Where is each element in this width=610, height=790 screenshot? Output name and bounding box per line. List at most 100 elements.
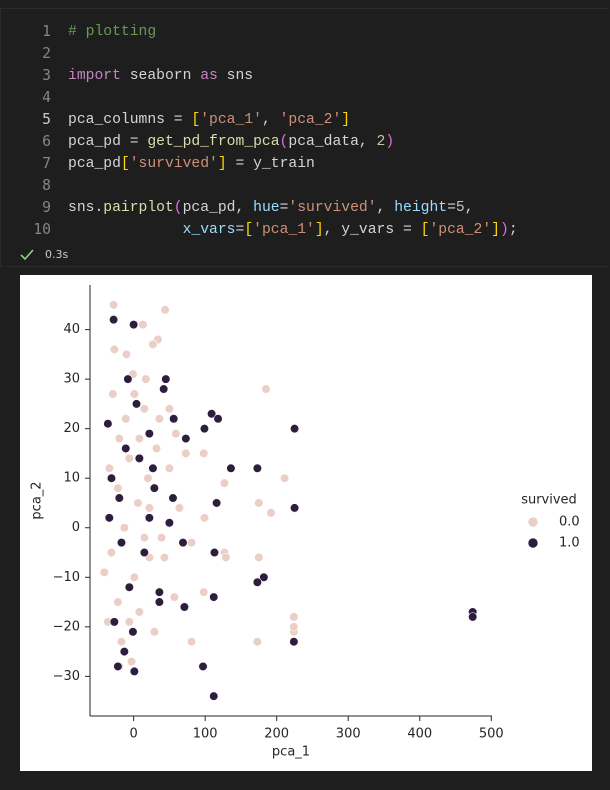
point (114, 493, 124, 503)
line-number: 5 (42, 111, 51, 128)
line-number: 8 (42, 177, 51, 194)
point (134, 433, 144, 444)
code-cell[interactable]: 1 # plotting 2 3 import seaborn as sns 4 5 pca_… (0, 8, 609, 267)
point (129, 320, 139, 330)
point (139, 533, 149, 543)
point (106, 473, 117, 483)
point (109, 344, 119, 355)
y-axis-label: pca_2 (30, 481, 45, 519)
code-line[interactable]: # plotting (68, 24, 157, 40)
point (207, 409, 217, 419)
point (199, 587, 209, 597)
point (259, 572, 269, 582)
point (168, 493, 178, 503)
line-number: 9 (42, 199, 51, 216)
line-number: 6 (42, 133, 51, 150)
point (139, 547, 149, 558)
point (221, 552, 231, 563)
point (169, 592, 180, 602)
line-number: 2 (42, 45, 51, 62)
y-tick-label: 0 (72, 520, 80, 535)
point (171, 429, 181, 439)
point (119, 523, 129, 533)
point (266, 508, 276, 518)
code-line[interactable]: x_vars=['pca_1'], y_vars = ['pca_2']); (182, 222, 518, 238)
plot: 0 100 200 300 400 500 −30 −20 −10 0 10 20 30 40 pca_1 p… (30, 285, 580, 760)
point (212, 498, 222, 508)
point (106, 547, 117, 558)
point (169, 414, 179, 424)
point (121, 349, 132, 359)
point (261, 384, 271, 394)
line-number: 1 (42, 23, 51, 40)
point (174, 503, 185, 513)
point (179, 602, 190, 612)
point (124, 582, 134, 592)
point (121, 414, 131, 424)
code-line[interactable]: pca_pd['survived'] = y_train (68, 156, 315, 172)
point (124, 453, 134, 463)
success-icon (20, 249, 34, 261)
y-tick-label: −10 (53, 570, 80, 585)
point (289, 424, 300, 434)
point (104, 513, 114, 523)
line-number: 4 (42, 89, 51, 106)
code-line[interactable]: sns.pairplot(pca_pd, hue='survived', hei… (68, 200, 474, 216)
point (116, 538, 127, 548)
point (129, 666, 139, 677)
x-tick-label: 400 (407, 727, 432, 742)
point (289, 503, 300, 513)
code-line[interactable]: pca_columns = ['pca_1', 'pca_2'] (68, 112, 351, 128)
point (109, 617, 119, 627)
point (164, 463, 174, 473)
point (209, 691, 219, 701)
cell-output: 0 100 200 300 400 500 −30 −20 −10 0 10 20 30 40 pca_1 p… (20, 275, 592, 771)
point (186, 637, 197, 647)
point (213, 414, 223, 424)
point (160, 305, 170, 315)
point (254, 552, 264, 563)
point (164, 404, 174, 414)
point (148, 463, 158, 473)
point (154, 414, 164, 424)
point (199, 513, 210, 523)
y-tick-label: −20 (53, 619, 80, 634)
code-line[interactable]: import seaborn as sns (68, 68, 254, 84)
point (114, 433, 124, 444)
point (151, 443, 162, 454)
point (131, 399, 142, 409)
point (199, 424, 210, 434)
point (109, 300, 119, 310)
point (99, 567, 109, 577)
point (126, 656, 137, 667)
point (178, 538, 188, 548)
code-line[interactable]: pca_pd = get_pd_from_pca(pca_data, 2) (68, 134, 395, 150)
line-number: 3 (42, 67, 51, 84)
point (219, 478, 230, 488)
point (181, 448, 191, 459)
line-number: 10 (33, 221, 51, 238)
y-tick-label: 40 (63, 322, 80, 337)
point (148, 339, 158, 350)
point (279, 473, 290, 483)
legend-marker (527, 537, 539, 549)
point (156, 533, 167, 543)
point (154, 587, 164, 597)
legend-label: 1.0 (559, 536, 580, 551)
point (139, 404, 149, 414)
point (149, 627, 159, 637)
point (119, 646, 129, 657)
point (121, 443, 131, 454)
point (209, 547, 220, 558)
point (103, 419, 113, 429)
point (133, 498, 143, 508)
point (226, 463, 236, 473)
point (149, 483, 159, 493)
point (108, 389, 118, 399)
point (159, 384, 169, 394)
point (254, 498, 264, 508)
point (124, 617, 134, 627)
x-tick-label: 200 (264, 727, 289, 742)
line-number: 7 (42, 155, 51, 172)
